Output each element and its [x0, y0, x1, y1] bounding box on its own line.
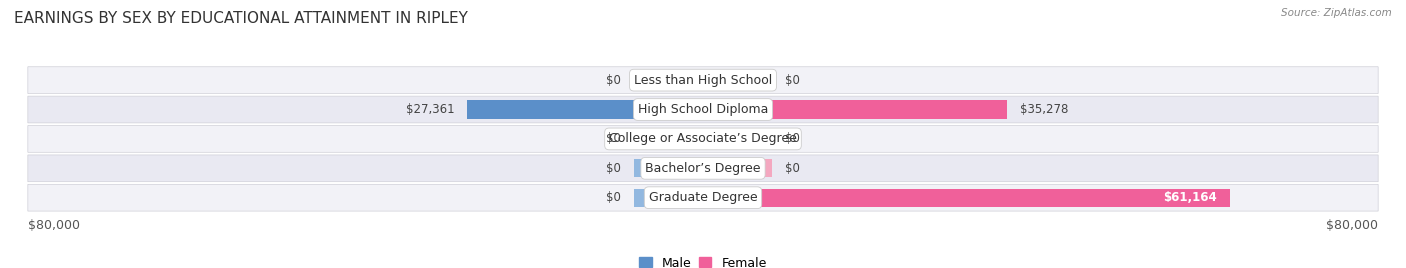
- Bar: [703, 159, 772, 177]
- Text: $0: $0: [606, 191, 621, 204]
- Text: $0: $0: [606, 132, 621, 146]
- FancyBboxPatch shape: [28, 67, 1378, 94]
- FancyBboxPatch shape: [28, 125, 1378, 152]
- Bar: [703, 189, 1230, 207]
- Bar: [703, 100, 1007, 119]
- Bar: [634, 159, 703, 177]
- Bar: [467, 100, 703, 119]
- Text: $35,278: $35,278: [1019, 103, 1069, 116]
- Bar: [634, 130, 703, 148]
- Bar: [634, 71, 703, 89]
- Legend: Male, Female: Male, Female: [634, 252, 772, 268]
- Text: $0: $0: [785, 132, 800, 146]
- Bar: [703, 71, 772, 89]
- Bar: [703, 130, 772, 148]
- Bar: [634, 189, 703, 207]
- Text: Bachelor’s Degree: Bachelor’s Degree: [645, 162, 761, 175]
- Text: $61,164: $61,164: [1163, 191, 1216, 204]
- FancyBboxPatch shape: [28, 96, 1378, 123]
- Text: Graduate Degree: Graduate Degree: [648, 191, 758, 204]
- Text: $0: $0: [785, 162, 800, 175]
- Text: EARNINGS BY SEX BY EDUCATIONAL ATTAINMENT IN RIPLEY: EARNINGS BY SEX BY EDUCATIONAL ATTAINMEN…: [14, 11, 468, 26]
- FancyBboxPatch shape: [28, 155, 1378, 182]
- Text: $0: $0: [606, 162, 621, 175]
- Text: College or Associate’s Degree: College or Associate’s Degree: [609, 132, 797, 146]
- FancyBboxPatch shape: [28, 184, 1378, 211]
- Text: Source: ZipAtlas.com: Source: ZipAtlas.com: [1281, 8, 1392, 18]
- Text: Less than High School: Less than High School: [634, 74, 772, 87]
- Text: High School Diploma: High School Diploma: [638, 103, 768, 116]
- Text: $80,000: $80,000: [28, 219, 80, 232]
- Text: $0: $0: [785, 74, 800, 87]
- Text: $0: $0: [606, 74, 621, 87]
- Text: $80,000: $80,000: [1326, 219, 1378, 232]
- Text: $27,361: $27,361: [406, 103, 454, 116]
